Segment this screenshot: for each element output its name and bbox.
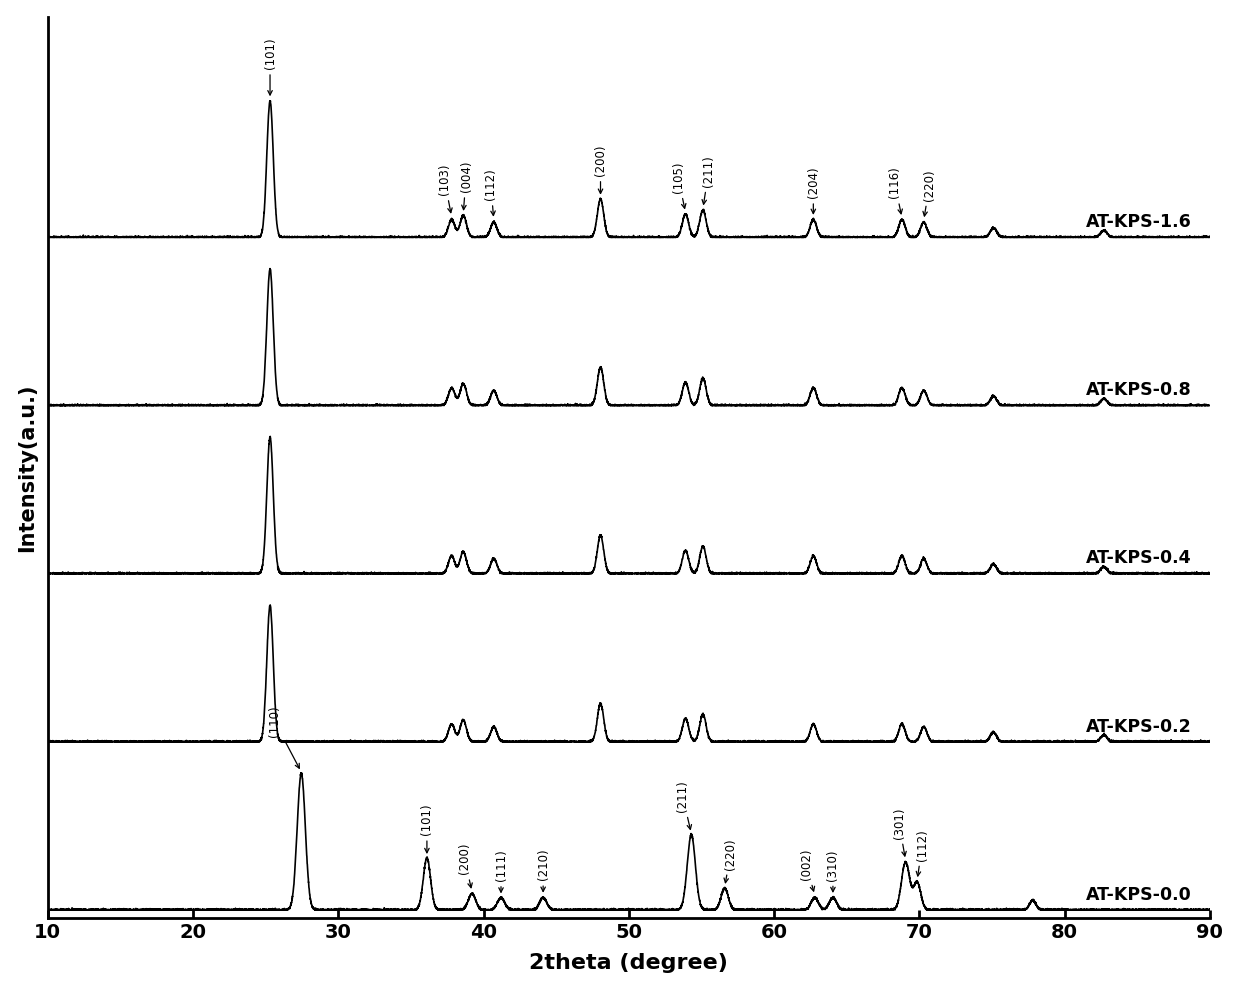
Text: (301): (301) [893,807,906,856]
Text: (112): (112) [916,829,929,876]
Text: (211): (211) [702,155,715,204]
Text: (002): (002) [800,848,815,891]
Text: AT-KPS-0.8: AT-KPS-0.8 [1086,381,1192,399]
Text: AT-KPS-0.4: AT-KPS-0.4 [1086,549,1192,567]
Text: AT-KPS-0.2: AT-KPS-0.2 [1086,718,1192,736]
Text: AT-KPS-0.0: AT-KPS-0.0 [1086,886,1192,904]
Text: (111): (111) [495,849,507,892]
Text: (200): (200) [459,842,472,888]
Text: (105): (105) [672,161,686,208]
Text: AT-KPS-1.6: AT-KPS-1.6 [1086,213,1192,231]
Y-axis label: Intensity(a.u.): Intensity(a.u.) [16,383,37,551]
Text: (211): (211) [676,780,692,830]
Text: (310): (310) [826,849,839,892]
X-axis label: 2theta (degree): 2theta (degree) [529,953,728,973]
Text: (004): (004) [460,160,472,210]
Text: (204): (204) [807,166,820,214]
Text: (200): (200) [594,145,608,193]
Text: (101): (101) [264,38,277,95]
Text: (103): (103) [438,163,453,213]
Text: (220): (220) [923,169,936,216]
Text: (116): (116) [888,166,903,214]
Text: (112): (112) [485,168,497,216]
Text: (101): (101) [420,804,434,852]
Text: (220): (220) [724,838,737,883]
Text: (110): (110) [268,705,299,768]
Text: (210): (210) [537,848,549,891]
